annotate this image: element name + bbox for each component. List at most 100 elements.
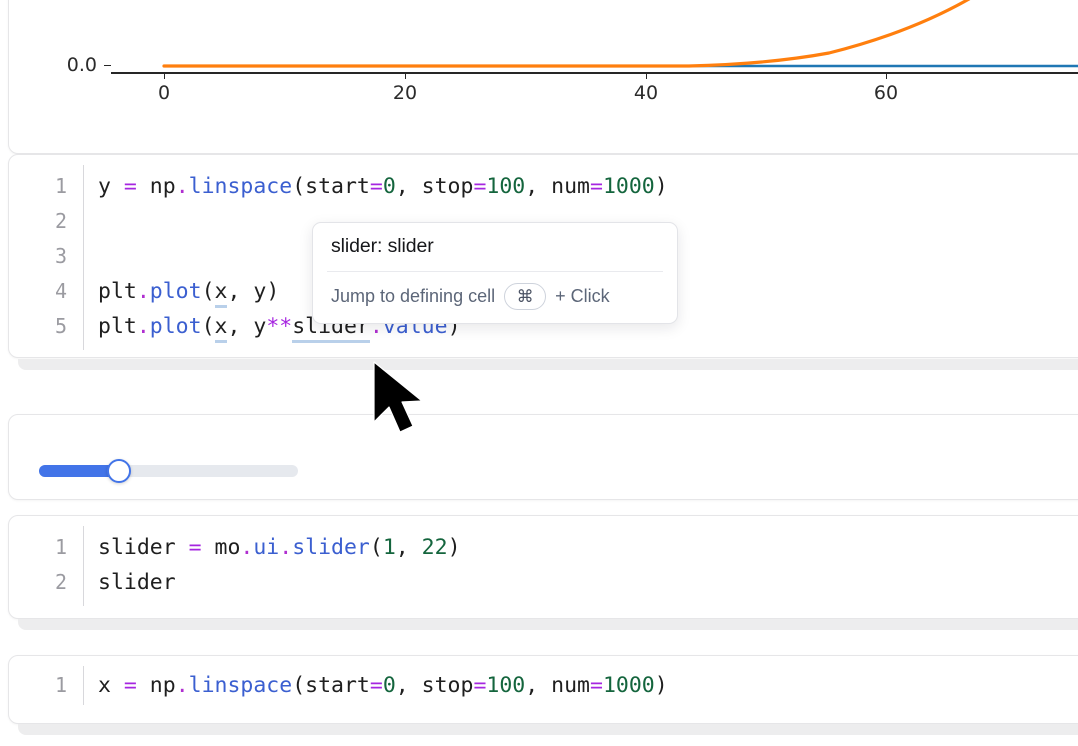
code-token: (start [292,673,370,698]
line-number: 5 [54,314,67,338]
cell-footer-plot [18,359,1078,370]
code-line[interactable]: 1 x = np.linspace(start=0, stop=100, num=… [9,668,1078,703]
notebook-cell-slider-output[interactable] [8,414,1078,500]
variable-hover-tooltip: slider: slider Jump to defining cell ⌘ +… [312,222,678,324]
line-number: 1 [54,174,67,198]
notebook-cell-x-code[interactable]: 1 x = np.linspace(start=0, stop=100, num=… [8,655,1078,724]
code-text: plt.plot(x, y) [98,274,279,309]
code-token: ( [201,279,215,304]
code-token: slider [292,535,370,560]
slider-widget[interactable] [9,415,1078,501]
code-token: mo [201,535,241,560]
code-token: ( [369,535,383,560]
code-token: . [136,314,150,339]
code-token: y [98,174,124,199]
code-line[interactable]: 2 slider [9,565,1078,600]
code-token: 1 [382,535,396,560]
code-line[interactable]: 4 plt.plot(x, y) [9,274,1078,309]
command-key-icon: ⌘ [504,283,547,310]
code-token: linspace [188,673,293,698]
code-editor-slider[interactable]: 1 slider = mo.ui.slider(1, 22) 2 slider [9,516,1078,616]
code-token: 100 [486,174,526,199]
slider-fill [39,465,120,477]
click-suffix-label: + Click [555,286,610,306]
slider-track[interactable] [39,465,298,477]
y-ticklabel-0: 0.0 [66,54,97,76]
x-ticklabel-20: 20 [392,82,418,104]
line-number: 1 [54,673,67,697]
code-token: ) [654,174,668,199]
x-tick-60 [886,73,888,79]
x-tick-20 [405,73,407,79]
code-token: np [136,673,176,698]
code-token: = [473,673,487,698]
code-token: , y [227,314,267,339]
notebook-cell-slider-code[interactable]: 1 slider = mo.ui.slider(1, 22) 2 slider [8,515,1078,619]
code-token: = [589,174,603,199]
y-tick-0 [104,65,111,67]
code-token: (start [292,174,370,199]
code-text: slider [98,565,176,600]
tooltip-footer: Jump to defining cell ⌘ + Click [313,272,677,323]
series-line-orange [162,0,971,68]
cell-footer-slider [18,619,1078,630]
code-line[interactable]: 1 slider = mo.ui.slider(1, 22) [9,530,1078,565]
variable-reference[interactable]: x [214,279,228,308]
gutter-rule [83,165,84,350]
code-token: linspace [188,174,293,199]
code-line[interactable]: 3 [9,239,1078,274]
code-token: = [369,174,383,199]
tooltip-divider [327,271,663,272]
code-token: plt [98,279,137,304]
line-number: 2 [54,570,67,594]
code-token: = [473,174,487,199]
code-line[interactable]: 2 [9,204,1078,239]
code-token: , num [525,673,590,698]
code-token: . [136,279,150,304]
code-lines: 1 slider = mo.ui.slider(1, 22) 2 slider [9,530,1078,600]
code-token: = [589,673,603,698]
code-token: ) [654,673,668,698]
code-token: . [279,535,293,560]
line-number: 4 [54,279,67,303]
code-lines: 1 x = np.linspace(start=0, stop=100, num=… [9,668,1078,703]
code-token: . [175,673,189,698]
line-number: 1 [54,535,67,559]
code-token: slider [98,535,189,560]
code-token: = [123,673,137,698]
code-token: slider [98,570,176,595]
code-token: , stop [395,673,474,698]
code-token: , stop [395,174,474,199]
code-editor-x[interactable]: 1 x = np.linspace(start=0, stop=100, num=… [9,656,1078,715]
code-token: plot [149,314,202,339]
code-token: . [175,174,189,199]
plot-output: 0.0 0 20 40 60 [9,0,1078,116]
x-tick-40 [646,73,648,79]
code-token: , y) [227,279,280,304]
notebook-cell-plot[interactable]: 0.0 0 20 40 60 [8,0,1078,154]
code-token: . [240,535,254,560]
code-token: 100 [486,673,526,698]
code-token: 0 [382,174,396,199]
code-token: 1000 [602,673,655,698]
plot-curves [162,0,1078,68]
x-ticklabel-40: 40 [633,82,659,104]
slider-thumb[interactable] [107,459,132,483]
code-token: , num [525,174,590,199]
variable-reference[interactable]: x [214,314,228,343]
jump-to-defining-cell-label: Jump to defining cell [331,286,496,306]
code-token: = [369,673,383,698]
code-token: ) [447,535,461,560]
code-token: ( [201,314,215,339]
code-token: x [98,673,124,698]
code-text: x = np.linspace(start=0, stop=100, num=1… [98,668,668,703]
gutter-rule [83,666,84,705]
code-token: = [123,174,137,199]
x-ticklabel-60: 60 [873,82,899,104]
code-token: 1000 [602,174,655,199]
code-token: plot [149,279,202,304]
code-token: plt [98,314,137,339]
